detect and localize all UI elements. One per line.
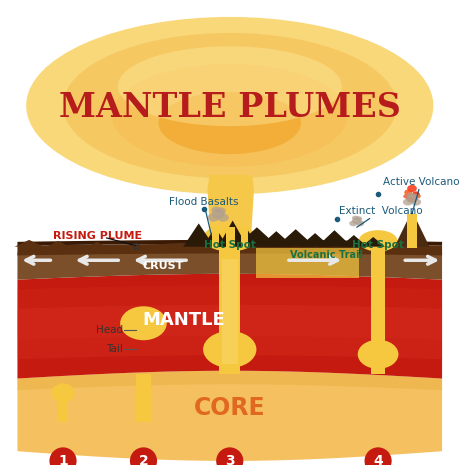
Circle shape — [130, 447, 157, 474]
Ellipse shape — [406, 195, 418, 203]
Bar — [256, 247, 359, 278]
Ellipse shape — [404, 190, 412, 195]
Text: MANTLE PLUMES: MANTLE PLUMES — [59, 91, 401, 124]
Bar — [219, 250, 240, 374]
Text: Active Volcano: Active Volcano — [383, 177, 459, 214]
Ellipse shape — [352, 216, 359, 220]
Bar — [212, 228, 219, 246]
Ellipse shape — [412, 191, 420, 197]
Text: 3: 3 — [225, 454, 235, 468]
Text: Hot Spot: Hot Spot — [352, 240, 404, 250]
Polygon shape — [18, 244, 442, 255]
Bar — [241, 228, 248, 246]
Polygon shape — [18, 305, 442, 359]
Circle shape — [365, 447, 392, 474]
Bar — [371, 250, 385, 374]
Circle shape — [216, 447, 243, 474]
Ellipse shape — [216, 208, 226, 214]
Ellipse shape — [403, 199, 413, 206]
Polygon shape — [237, 229, 258, 246]
Polygon shape — [46, 241, 70, 246]
Ellipse shape — [411, 199, 421, 206]
Text: CRUST: CRUST — [142, 261, 183, 271]
Text: Head: Head — [96, 325, 123, 335]
Ellipse shape — [208, 213, 219, 222]
Ellipse shape — [63, 33, 397, 178]
Ellipse shape — [211, 209, 225, 219]
Ellipse shape — [118, 46, 342, 126]
Polygon shape — [15, 240, 44, 246]
Text: MANTLE: MANTLE — [143, 311, 226, 329]
Ellipse shape — [403, 194, 409, 199]
Ellipse shape — [158, 92, 301, 154]
Polygon shape — [18, 240, 442, 246]
Polygon shape — [317, 230, 352, 246]
Ellipse shape — [407, 185, 417, 192]
Bar — [136, 374, 151, 422]
Ellipse shape — [349, 220, 357, 226]
Text: Tail: Tail — [106, 345, 123, 355]
Ellipse shape — [51, 383, 74, 403]
Polygon shape — [276, 229, 315, 246]
Polygon shape — [18, 250, 442, 280]
Ellipse shape — [203, 331, 256, 368]
Ellipse shape — [356, 220, 364, 226]
Text: 2: 2 — [138, 454, 148, 468]
Ellipse shape — [358, 340, 399, 369]
Ellipse shape — [120, 306, 167, 340]
Ellipse shape — [415, 194, 421, 199]
Polygon shape — [236, 228, 278, 246]
Polygon shape — [218, 220, 247, 246]
Text: RISING PLUME: RISING PLUME — [53, 231, 143, 241]
Polygon shape — [87, 242, 107, 246]
Circle shape — [49, 447, 77, 474]
Ellipse shape — [406, 194, 418, 202]
Text: Flood Basalts: Flood Basalts — [169, 197, 238, 235]
Polygon shape — [18, 371, 442, 390]
Ellipse shape — [26, 17, 433, 194]
Bar — [407, 214, 417, 247]
Polygon shape — [18, 285, 442, 340]
Ellipse shape — [217, 213, 229, 222]
Text: Volcanic Trail: Volcanic Trail — [290, 250, 363, 260]
Bar — [226, 228, 235, 246]
Bar — [222, 259, 237, 364]
Ellipse shape — [410, 193, 419, 199]
Polygon shape — [18, 274, 442, 379]
Polygon shape — [394, 211, 429, 246]
Polygon shape — [202, 228, 228, 246]
Ellipse shape — [359, 230, 398, 252]
Text: CORE: CORE — [194, 396, 265, 419]
Ellipse shape — [356, 216, 362, 221]
Polygon shape — [18, 371, 442, 461]
Text: Extinct  Volcano: Extinct Volcano — [339, 206, 423, 228]
Ellipse shape — [203, 224, 256, 252]
Text: Hot Spot: Hot Spot — [204, 240, 255, 250]
Polygon shape — [362, 237, 385, 246]
Polygon shape — [259, 231, 294, 246]
Ellipse shape — [112, 64, 348, 167]
Ellipse shape — [211, 207, 221, 213]
Polygon shape — [208, 175, 254, 253]
Ellipse shape — [352, 218, 362, 224]
Ellipse shape — [406, 192, 414, 199]
Text: 1: 1 — [58, 454, 68, 468]
Bar — [58, 398, 68, 422]
Polygon shape — [183, 223, 214, 246]
Text: 4: 4 — [373, 454, 383, 468]
Polygon shape — [340, 235, 367, 246]
Polygon shape — [300, 233, 330, 246]
